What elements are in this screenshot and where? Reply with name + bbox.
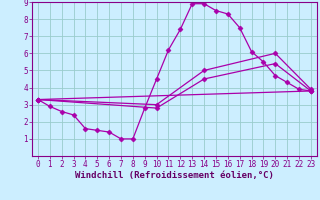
X-axis label: Windchill (Refroidissement éolien,°C): Windchill (Refroidissement éolien,°C) [75, 171, 274, 180]
